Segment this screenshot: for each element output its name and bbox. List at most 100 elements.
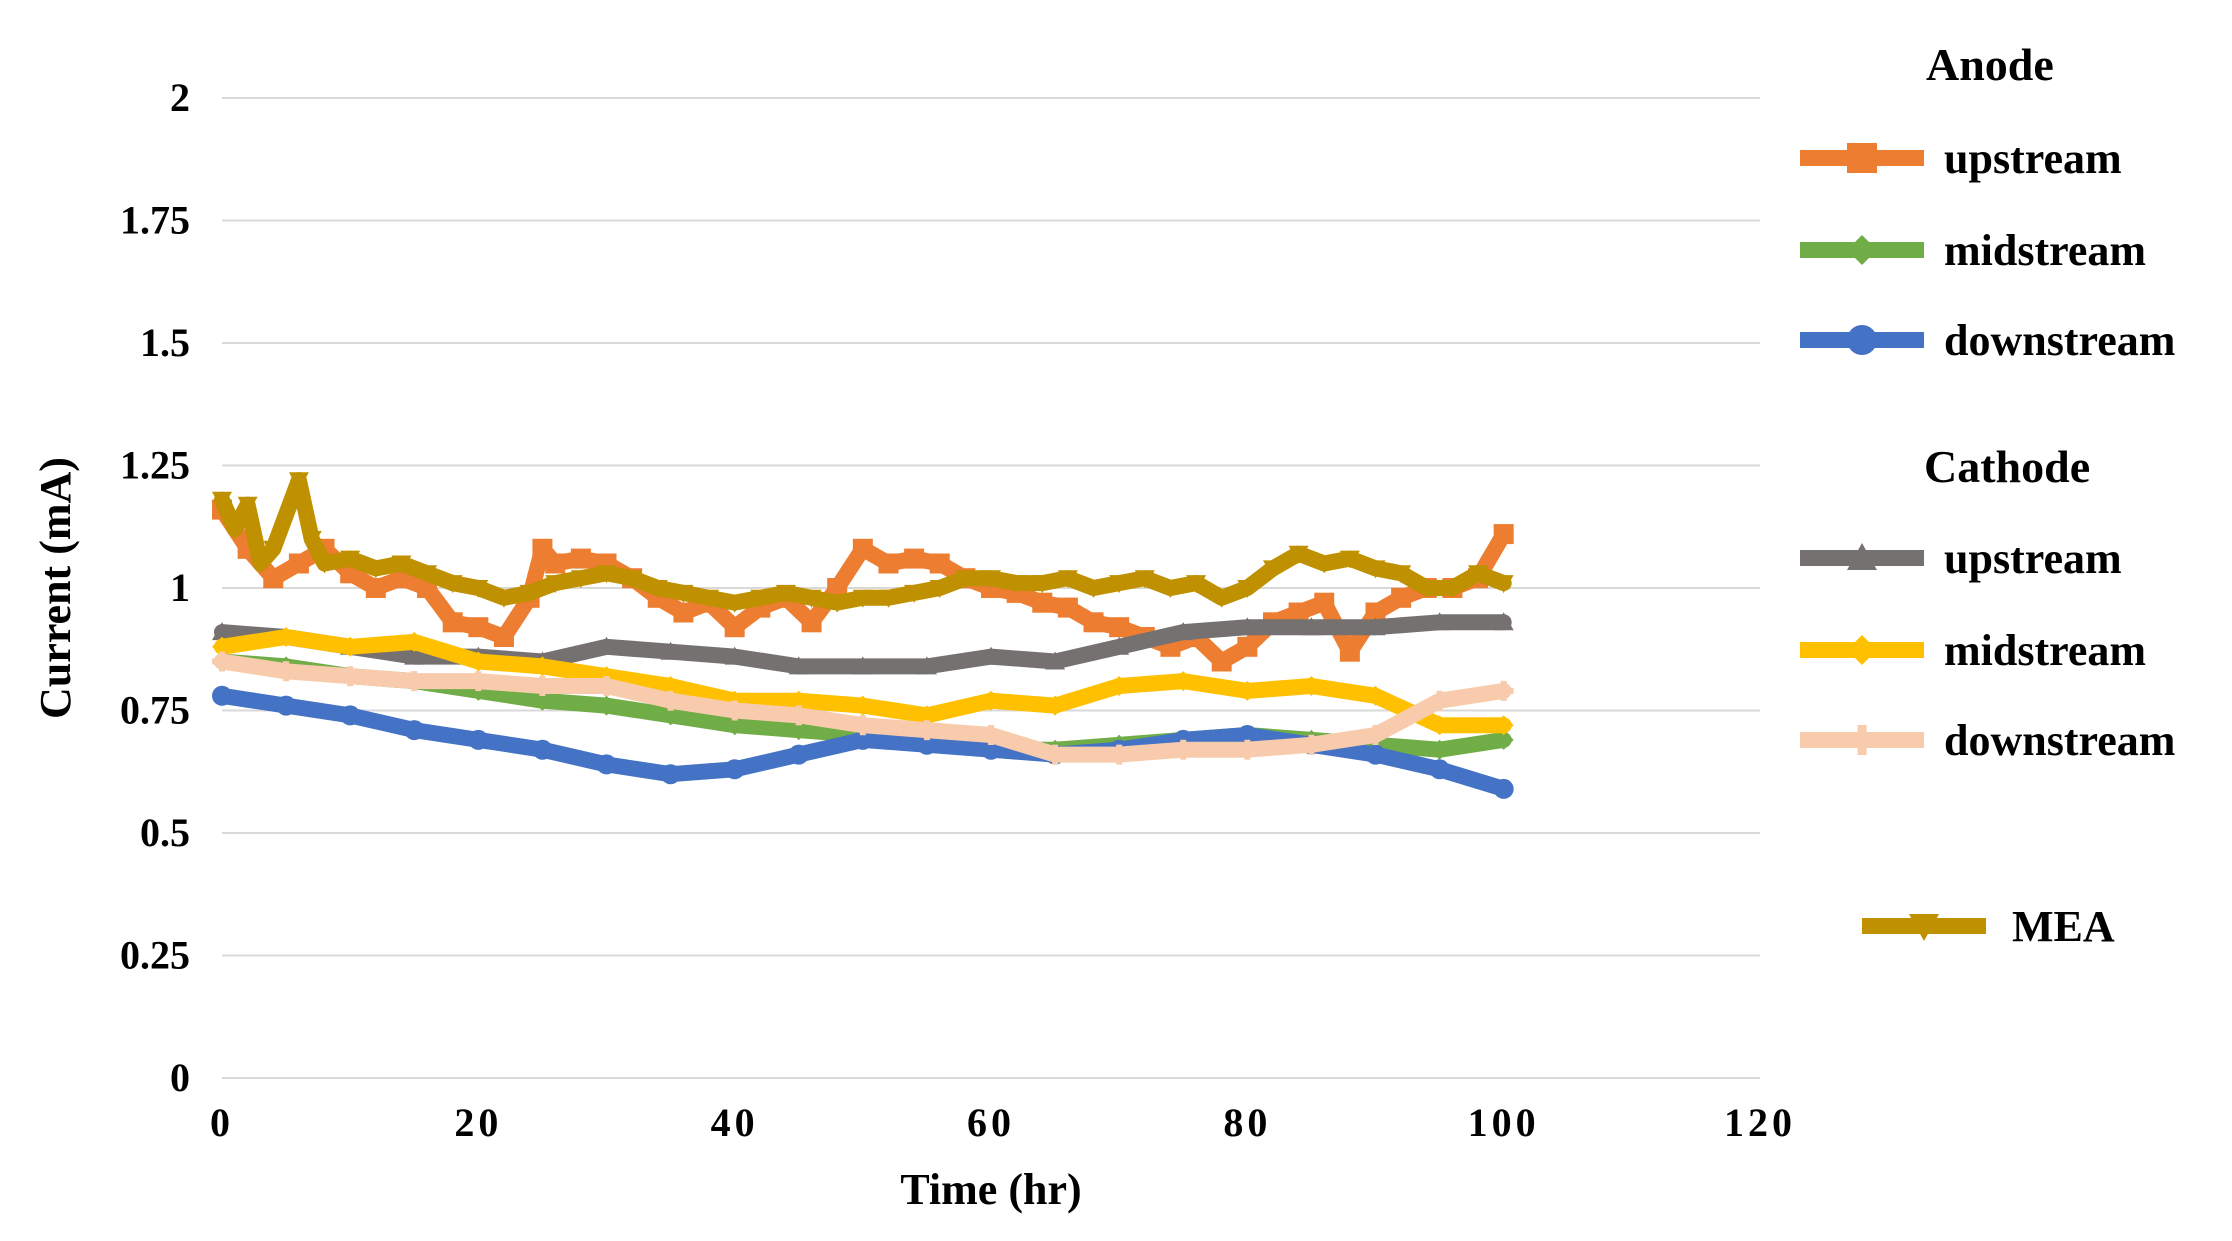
data-point <box>801 589 822 608</box>
data-point <box>878 589 899 608</box>
data-point <box>1339 641 1360 662</box>
data-point <box>1237 580 1258 598</box>
data-point <box>699 589 720 608</box>
data-point <box>468 671 489 692</box>
data-point <box>916 656 937 675</box>
data-point <box>852 729 873 750</box>
data-point <box>852 656 873 675</box>
data-point <box>468 651 489 672</box>
data-point <box>929 553 950 574</box>
legend-entry: upstream <box>1800 134 2122 183</box>
series-mea-mea <box>212 472 1514 613</box>
data-point <box>724 715 745 736</box>
legend-entry: midstream <box>1800 226 2146 275</box>
data-point <box>660 641 681 660</box>
data-point <box>1416 580 1437 598</box>
data-point <box>673 602 694 623</box>
data-point <box>212 491 232 510</box>
data-point <box>1109 575 1130 594</box>
data-point <box>724 646 745 665</box>
data-point <box>852 589 873 608</box>
data-point <box>981 725 1001 745</box>
data-point <box>1301 676 1322 696</box>
data-point <box>724 759 745 780</box>
data-point <box>1211 589 1232 608</box>
data-point <box>1045 695 1066 716</box>
data-point <box>1429 759 1450 780</box>
y-tick-label: 0.5 <box>140 810 190 855</box>
data-point <box>532 676 553 696</box>
y-axis-title: Current (mA) <box>31 457 80 719</box>
data-point <box>493 627 514 647</box>
data-point <box>1006 575 1027 594</box>
data-point <box>724 617 745 638</box>
legend-label: midstream <box>1944 626 2146 675</box>
data-point <box>852 538 873 559</box>
data-point <box>1493 729 1514 750</box>
data-point <box>1032 592 1053 613</box>
legend-swatch-marker <box>1909 914 1939 941</box>
data-point <box>788 744 809 765</box>
data-point <box>468 580 489 598</box>
data-point <box>570 570 591 589</box>
data-point <box>981 690 1001 711</box>
data-point <box>1391 587 1412 608</box>
data-point <box>827 594 848 613</box>
data-point <box>1109 744 1130 765</box>
legend-entry: MEA <box>1862 902 2115 951</box>
legend-label: downstream <box>1944 716 2175 765</box>
series-cathode-downstream <box>212 651 1514 765</box>
data-point <box>904 548 925 569</box>
data-point <box>596 636 617 655</box>
data-point <box>916 734 937 755</box>
data-point <box>1493 524 1514 545</box>
data-point <box>660 764 681 785</box>
data-point <box>340 636 361 657</box>
data-point <box>955 570 976 589</box>
data-point <box>1032 575 1053 594</box>
data-point <box>340 705 361 726</box>
data-point <box>1083 580 1104 598</box>
data-point <box>314 555 335 574</box>
data-point <box>1365 560 1386 579</box>
data-point <box>1211 651 1232 672</box>
data-point <box>1314 592 1335 613</box>
x-tick-label: 120 <box>1724 1100 1796 1145</box>
legend-swatch-marker <box>1847 725 1877 755</box>
data-point <box>673 584 694 603</box>
data-point <box>801 612 822 633</box>
data-point <box>1429 715 1450 736</box>
series-lines <box>212 472 1514 799</box>
data-point <box>1468 565 1489 584</box>
data-point <box>1109 636 1130 655</box>
data-point <box>1237 636 1258 657</box>
legend-swatch-marker <box>1847 543 1877 570</box>
data-point <box>1134 570 1155 589</box>
legend-swatch-marker <box>1847 635 1877 665</box>
y-tick-label: 1.5 <box>140 320 190 365</box>
data-point <box>596 676 617 696</box>
x-tick-label: 80 <box>1223 1100 1271 1145</box>
legend-entry: midstream <box>1800 626 2146 675</box>
data-point <box>276 661 297 682</box>
y-tick-label: 0.75 <box>120 688 190 733</box>
data-point <box>1160 580 1181 598</box>
data-point <box>1365 617 1386 636</box>
data-point <box>622 570 643 589</box>
data-point <box>263 540 284 559</box>
data-point <box>1493 612 1514 631</box>
data-point <box>276 627 297 647</box>
data-point <box>724 700 745 721</box>
data-point <box>1109 676 1130 696</box>
data-point <box>532 739 553 760</box>
data-point <box>493 589 514 608</box>
legend-swatch-marker <box>1847 143 1877 173</box>
data-point <box>788 656 809 675</box>
series-cathode-midstream <box>212 627 1514 736</box>
data-point <box>1045 744 1066 765</box>
x-tick-label: 0 <box>210 1100 234 1145</box>
data-point <box>1301 734 1322 755</box>
data-point <box>1493 715 1514 736</box>
legend-label: midstream <box>1944 226 2146 275</box>
legend-label: upstream <box>1944 134 2122 183</box>
